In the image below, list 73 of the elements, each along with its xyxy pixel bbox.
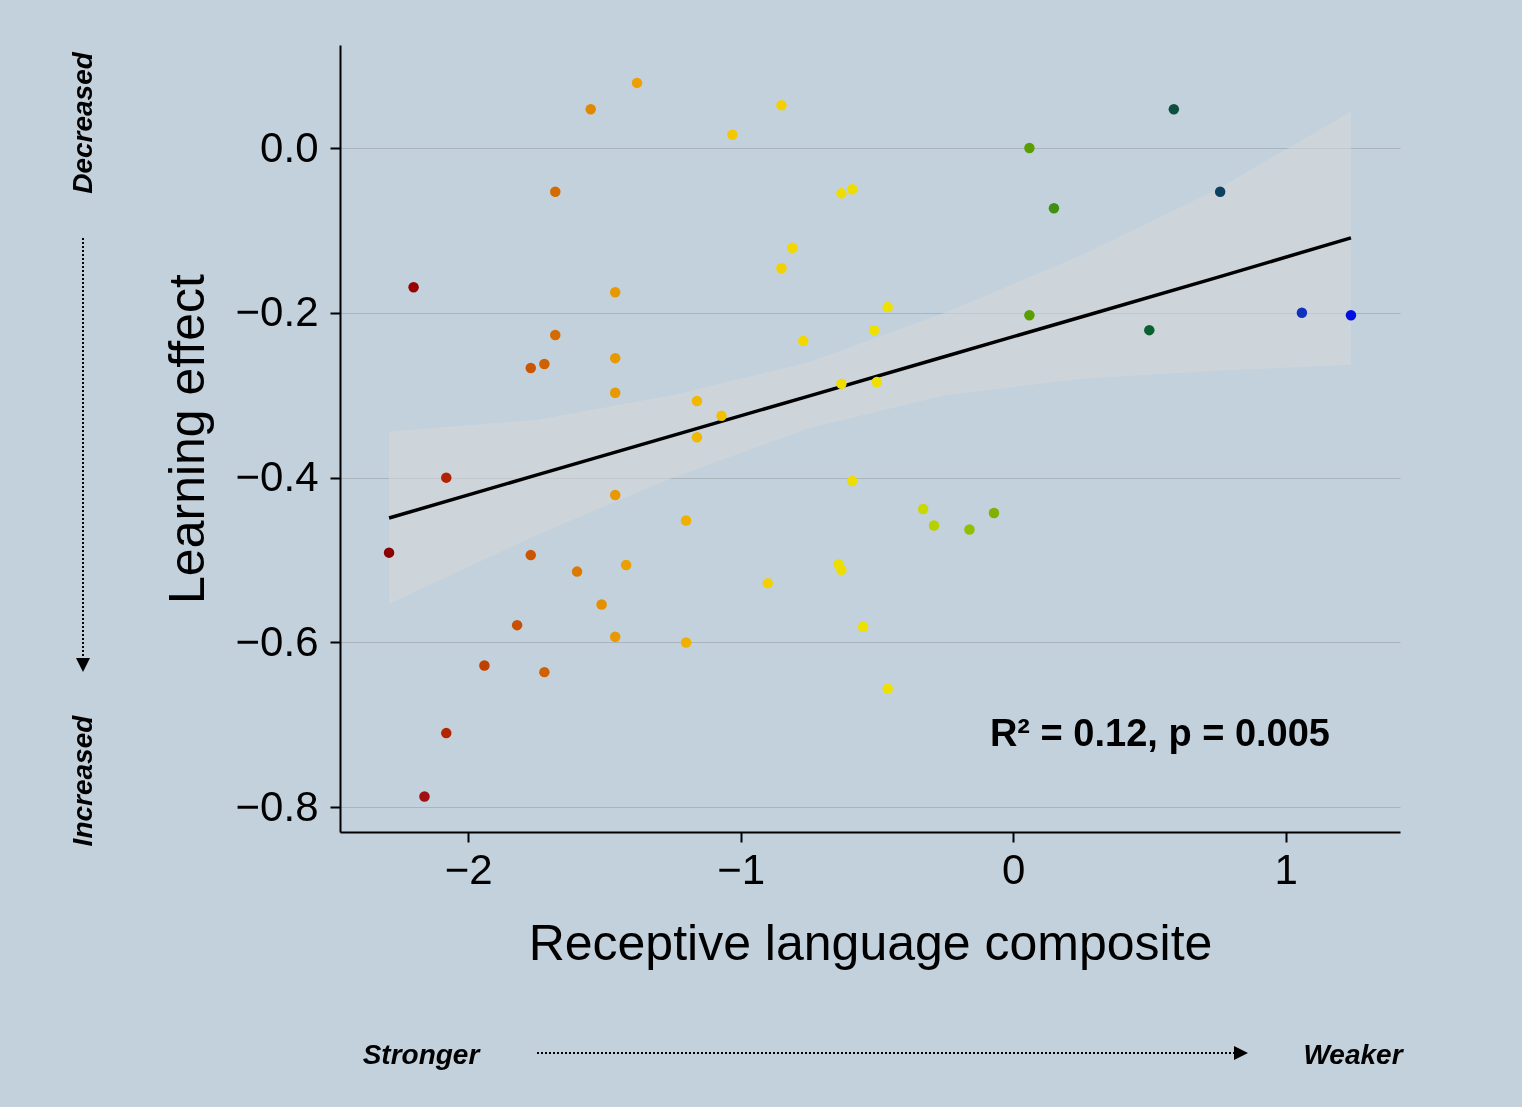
point [928, 520, 940, 531]
point [609, 387, 621, 398]
point [988, 507, 1000, 519]
y-tick-label: −0.4 [235, 453, 319, 501]
point [836, 378, 847, 389]
point [1144, 324, 1155, 336]
text: Stronger [362, 1039, 480, 1071]
point [539, 666, 550, 678]
point [776, 263, 787, 274]
y-tick-label: 0.0 [260, 123, 319, 171]
point [550, 329, 561, 341]
point [620, 559, 632, 571]
point [408, 282, 419, 293]
point [525, 362, 536, 374]
point [847, 475, 858, 487]
point [762, 577, 774, 589]
point [1024, 142, 1035, 154]
point [787, 242, 798, 253]
x-tick-label: −1 [717, 845, 766, 893]
point [847, 183, 858, 195]
point [441, 472, 452, 483]
point [798, 335, 809, 347]
point [680, 515, 692, 526]
point [609, 489, 621, 501]
point [857, 621, 869, 633]
point [596, 599, 607, 610]
text: Weaker [1303, 1039, 1403, 1071]
point [441, 727, 452, 739]
point [631, 77, 643, 89]
point [882, 301, 893, 313]
point [1048, 202, 1060, 214]
point [727, 129, 738, 141]
point [609, 352, 621, 364]
point [609, 631, 621, 642]
point [511, 619, 523, 631]
point [917, 503, 929, 515]
point [680, 637, 692, 648]
point [691, 395, 703, 407]
point [383, 547, 395, 558]
point [609, 286, 621, 298]
point [1024, 310, 1035, 321]
x-axis-title: Receptive language composite [528, 914, 1213, 971]
point [1345, 310, 1357, 321]
point [525, 549, 536, 561]
y-axis-title: Learning effect [158, 273, 215, 604]
point [836, 564, 847, 576]
y-tick-label: −0.6 [235, 617, 319, 665]
x-tick-label: 0 [1001, 845, 1026, 893]
x-tick-label: 1 [1274, 845, 1298, 893]
point [550, 186, 561, 197]
point [1296, 307, 1308, 319]
annotation: R² = 0.12, p = 0.005 [989, 712, 1330, 754]
point [868, 324, 880, 336]
point [882, 683, 893, 694]
point [871, 376, 883, 388]
line-series [387, 236, 1353, 520]
point [585, 104, 596, 115]
x-tick-label: −2 [444, 845, 493, 893]
text: Decreased [67, 52, 99, 194]
point [419, 791, 430, 802]
point [479, 660, 490, 671]
y-tick-label: −0.2 [235, 288, 319, 336]
point [836, 188, 847, 199]
point [1214, 186, 1226, 197]
point [539, 358, 550, 370]
text: Increased [67, 715, 99, 847]
point [776, 99, 787, 111]
point [571, 566, 583, 577]
y-tick-label: −0.8 [235, 782, 319, 830]
point [964, 524, 975, 535]
point [1168, 104, 1180, 115]
point [691, 432, 703, 443]
point [716, 410, 727, 422]
